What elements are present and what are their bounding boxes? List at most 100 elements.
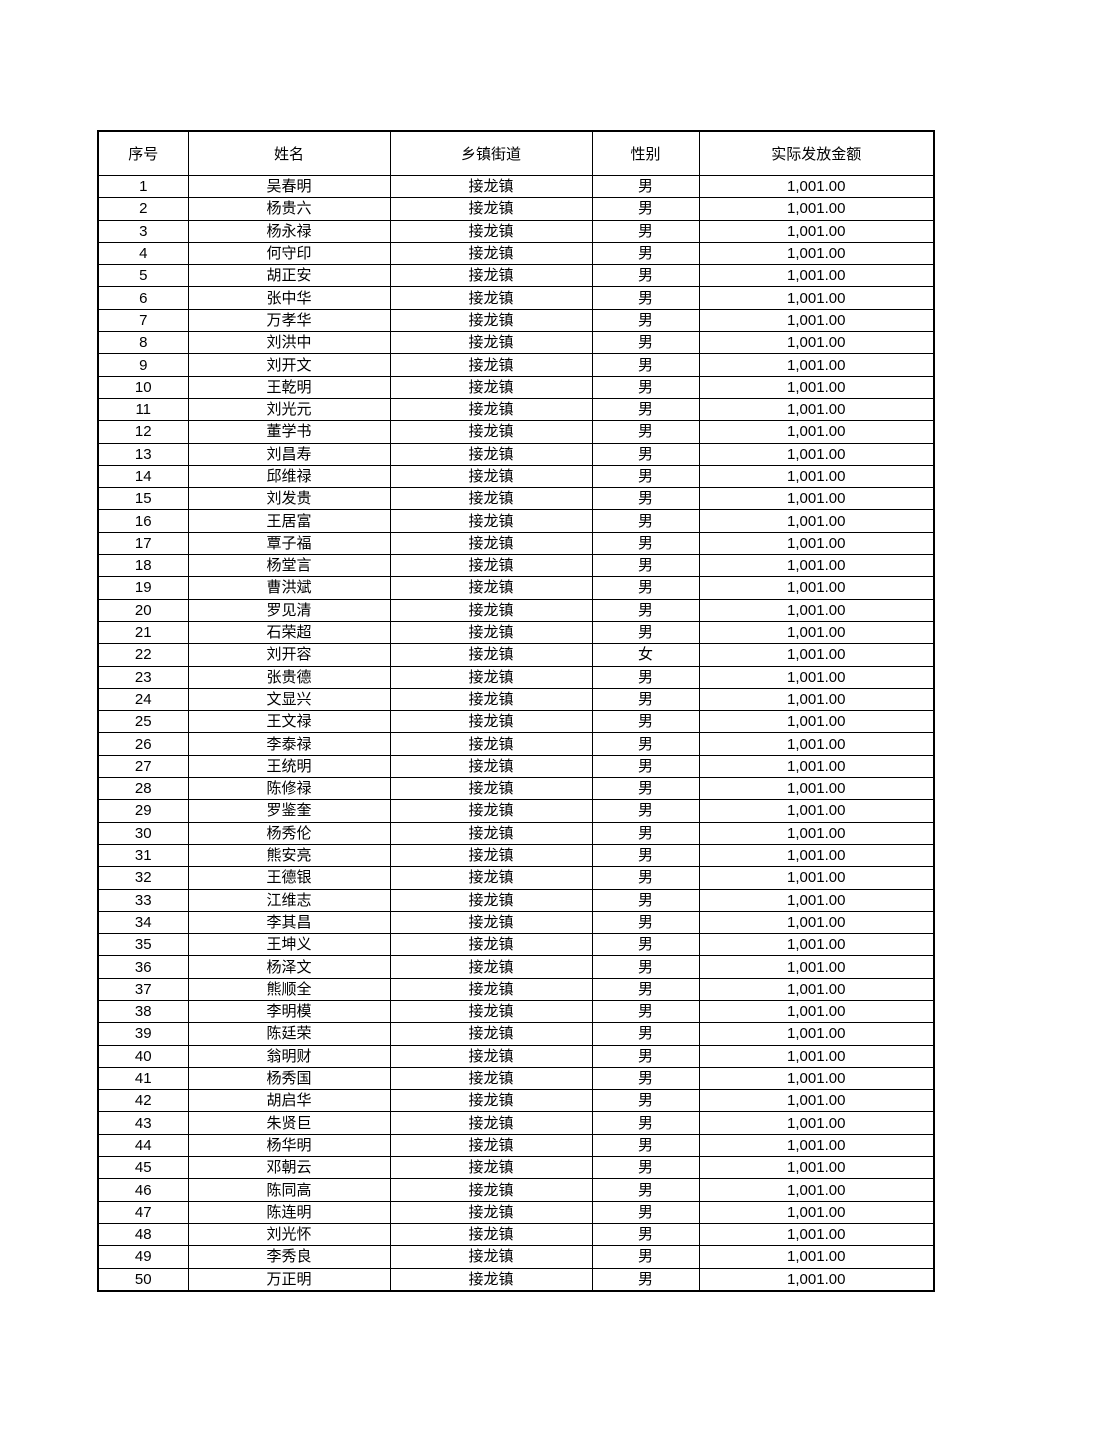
- table-row: 6 张中华 接龙镇男 1,001.00: [97, 286, 935, 310]
- cell-name: 张中华: [187, 286, 391, 310]
- cell-town: 接龙镇: [389, 598, 593, 622]
- cell-name: 覃子福: [187, 531, 391, 556]
- cell-amount: 1,001.00: [698, 531, 935, 556]
- cell-town: 接龙镇: [389, 442, 593, 466]
- cell-amount: 1,001.00: [698, 509, 935, 533]
- cell-index: 34: [97, 910, 189, 935]
- table-row: 48 刘光怀 接龙镇男 1,001.00: [97, 1222, 935, 1247]
- cell-name: 王坤义: [187, 933, 391, 957]
- cell-gender: 男: [591, 843, 700, 868]
- cell-index: 35: [97, 933, 189, 957]
- cell-gender: 男: [591, 353, 700, 377]
- cell-gender: 男: [591, 1178, 700, 1202]
- cell-name: 邓朝云: [187, 1156, 391, 1180]
- header-town: 乡镇街道: [389, 130, 593, 176]
- cell-town: 接龙镇: [389, 464, 593, 489]
- cell-amount: 1,001.00: [698, 977, 935, 1001]
- cell-name: 何守印: [187, 241, 391, 266]
- cell-gender: 男: [591, 1022, 700, 1046]
- cell-gender: 男: [591, 1156, 700, 1180]
- cell-town: 接龙镇: [389, 219, 593, 243]
- cell-town: 接龙镇: [389, 487, 593, 511]
- header-gender: 性别: [591, 130, 700, 176]
- cell-gender: 男: [591, 397, 700, 422]
- cell-index: 4: [97, 241, 189, 266]
- cell-amount: 1,001.00: [698, 821, 935, 845]
- cell-gender: 男: [591, 1267, 700, 1292]
- table-row: 10 王乾明 接龙镇男 1,001.00: [97, 375, 935, 399]
- table-row: 46 陈同高 接龙镇男 1,001.00: [97, 1178, 935, 1202]
- cell-amount: 1,001.00: [698, 732, 935, 756]
- cell-index: 12: [97, 420, 189, 444]
- cell-amount: 1,001.00: [698, 754, 935, 779]
- table-row: 41 杨秀国 接龙镇男 1,001.00: [97, 1066, 935, 1091]
- cell-name: 杨永禄: [187, 219, 391, 243]
- cell-town: 接龙镇: [389, 999, 593, 1024]
- cell-index: 45: [97, 1156, 189, 1180]
- table-row: 28 陈修禄 接龙镇男 1,001.00: [97, 777, 935, 801]
- cell-name: 万正明: [187, 1267, 391, 1292]
- cell-name: 翁明财: [187, 1044, 391, 1068]
- cell-name: 刘光怀: [187, 1222, 391, 1247]
- cell-amount: 1,001.00: [698, 397, 935, 422]
- cell-town: 接龙镇: [389, 197, 593, 221]
- table-row: 47 陈连明 接龙镇男 1,001.00: [97, 1200, 935, 1224]
- cell-amount: 1,001.00: [698, 353, 935, 377]
- cell-amount: 1,001.00: [698, 888, 935, 912]
- cell-index: 14: [97, 464, 189, 489]
- table-row: 8 刘洪中 接龙镇男 1,001.00: [97, 331, 935, 355]
- cell-town: 接龙镇: [389, 777, 593, 801]
- cell-name: 张贵德: [187, 665, 391, 689]
- cell-town: 接龙镇: [389, 241, 593, 266]
- cell-gender: 男: [591, 821, 700, 845]
- cell-name: 曹洪斌: [187, 576, 391, 600]
- cell-amount: 1,001.00: [698, 955, 935, 979]
- cell-index: 27: [97, 754, 189, 779]
- cell-amount: 1,001.00: [698, 331, 935, 355]
- header-name: 姓名: [187, 130, 391, 176]
- cell-gender: 男: [591, 598, 700, 622]
- cell-name: 杨堂言: [187, 554, 391, 578]
- cell-name: 朱贤巨: [187, 1111, 391, 1135]
- cell-name: 刘开容: [187, 643, 391, 667]
- cell-gender: 男: [591, 1066, 700, 1091]
- cell-town: 接龙镇: [389, 732, 593, 756]
- cell-index: 13: [97, 442, 189, 466]
- cell-gender: 男: [591, 1245, 700, 1269]
- cell-index: 6: [97, 286, 189, 310]
- cell-index: 30: [97, 821, 189, 845]
- cell-index: 29: [97, 799, 189, 823]
- cell-town: 接龙镇: [389, 420, 593, 444]
- cell-index: 21: [97, 620, 189, 645]
- cell-name: 邱维禄: [187, 464, 391, 489]
- cell-gender: 男: [591, 888, 700, 912]
- cell-gender: 男: [591, 999, 700, 1024]
- cell-town: 接龙镇: [389, 665, 593, 689]
- cell-amount: 1,001.00: [698, 1066, 935, 1091]
- cell-gender: 男: [591, 1111, 700, 1135]
- table-row: 50 万正明 接龙镇男 1,001.00: [97, 1267, 935, 1292]
- cell-town: 接龙镇: [389, 531, 593, 556]
- cell-town: 接龙镇: [389, 331, 593, 355]
- cell-town: 接龙镇: [389, 353, 593, 377]
- cell-gender: 男: [591, 1200, 700, 1224]
- cell-name: 杨秀国: [187, 1066, 391, 1091]
- cell-name: 李其昌: [187, 910, 391, 935]
- cell-name: 王居富: [187, 509, 391, 533]
- cell-gender: 男: [591, 264, 700, 288]
- cell-index: 24: [97, 687, 189, 712]
- cell-town: 接龙镇: [389, 643, 593, 667]
- cell-town: 接龙镇: [389, 1222, 593, 1247]
- cell-gender: 女: [591, 643, 700, 667]
- cell-amount: 1,001.00: [698, 1111, 935, 1135]
- cell-town: 接龙镇: [389, 554, 593, 578]
- table-row: 2 杨贵六 接龙镇男 1,001.00: [97, 197, 935, 221]
- cell-index: 40: [97, 1044, 189, 1068]
- cell-town: 接龙镇: [389, 576, 593, 600]
- cell-gender: 男: [591, 308, 700, 333]
- cell-gender: 男: [591, 754, 700, 779]
- cell-gender: 男: [591, 197, 700, 221]
- cell-name: 陈修禄: [187, 777, 391, 801]
- cell-index: 3: [97, 219, 189, 243]
- cell-name: 陈廷荣: [187, 1022, 391, 1046]
